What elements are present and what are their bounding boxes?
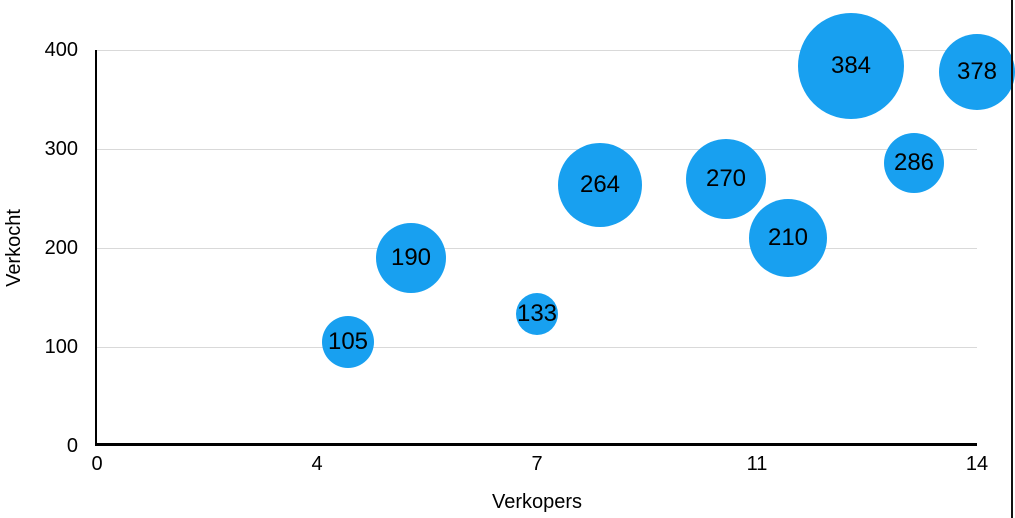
bubble-133[interactable]: 133	[516, 293, 558, 335]
bubble-value-label: 378	[956, 58, 998, 85]
gridline-y-300	[96, 149, 977, 150]
right-edge-border-line	[1011, 0, 1013, 518]
x-tick-label-0: 0	[91, 453, 103, 475]
x-tick-label-4: 4	[311, 453, 323, 475]
gridline-y-400	[96, 50, 977, 51]
bubble-264[interactable]: 264	[558, 143, 642, 227]
x-tick-label-7: 7	[531, 453, 543, 475]
y-axis-title: Verkocht	[3, 209, 25, 287]
x-axis-title: Verkopers	[491, 491, 583, 513]
bubble-value-label: 264	[579, 171, 621, 198]
y-tick-label-200: 200	[44, 237, 78, 259]
bubble-value-label: 133	[516, 300, 558, 327]
y-tick-label-100: 100	[44, 336, 78, 358]
gridline-y-100	[96, 347, 977, 348]
y-tick-label-300: 300	[44, 138, 78, 160]
x-tick-label-11: 11	[746, 453, 768, 475]
bubble-value-label: 210	[767, 224, 809, 251]
bubble-value-label: 286	[893, 149, 935, 176]
bubble-384[interactable]: 384	[798, 13, 904, 119]
x-tick-label-14: 14	[965, 453, 989, 475]
bubble-378[interactable]: 378	[939, 34, 1015, 110]
bubble-190[interactable]: 190	[376, 223, 446, 293]
gridline-y-200	[96, 248, 977, 249]
bubble-270[interactable]: 270	[686, 139, 766, 219]
bubble-286[interactable]: 286	[884, 133, 944, 193]
bubble-value-label: 384	[830, 52, 872, 79]
x-axis-line	[95, 443, 977, 446]
bubble-value-label: 190	[390, 244, 432, 271]
bubble-105[interactable]: 105	[322, 316, 374, 368]
y-axis-line	[95, 50, 97, 446]
bubble-value-label: 105	[327, 328, 369, 355]
y-tick-label-0: 0	[66, 435, 78, 457]
bubble-value-label: 270	[705, 165, 747, 192]
y-tick-label-400: 400	[44, 39, 78, 61]
bubble-210[interactable]: 210	[749, 199, 827, 277]
